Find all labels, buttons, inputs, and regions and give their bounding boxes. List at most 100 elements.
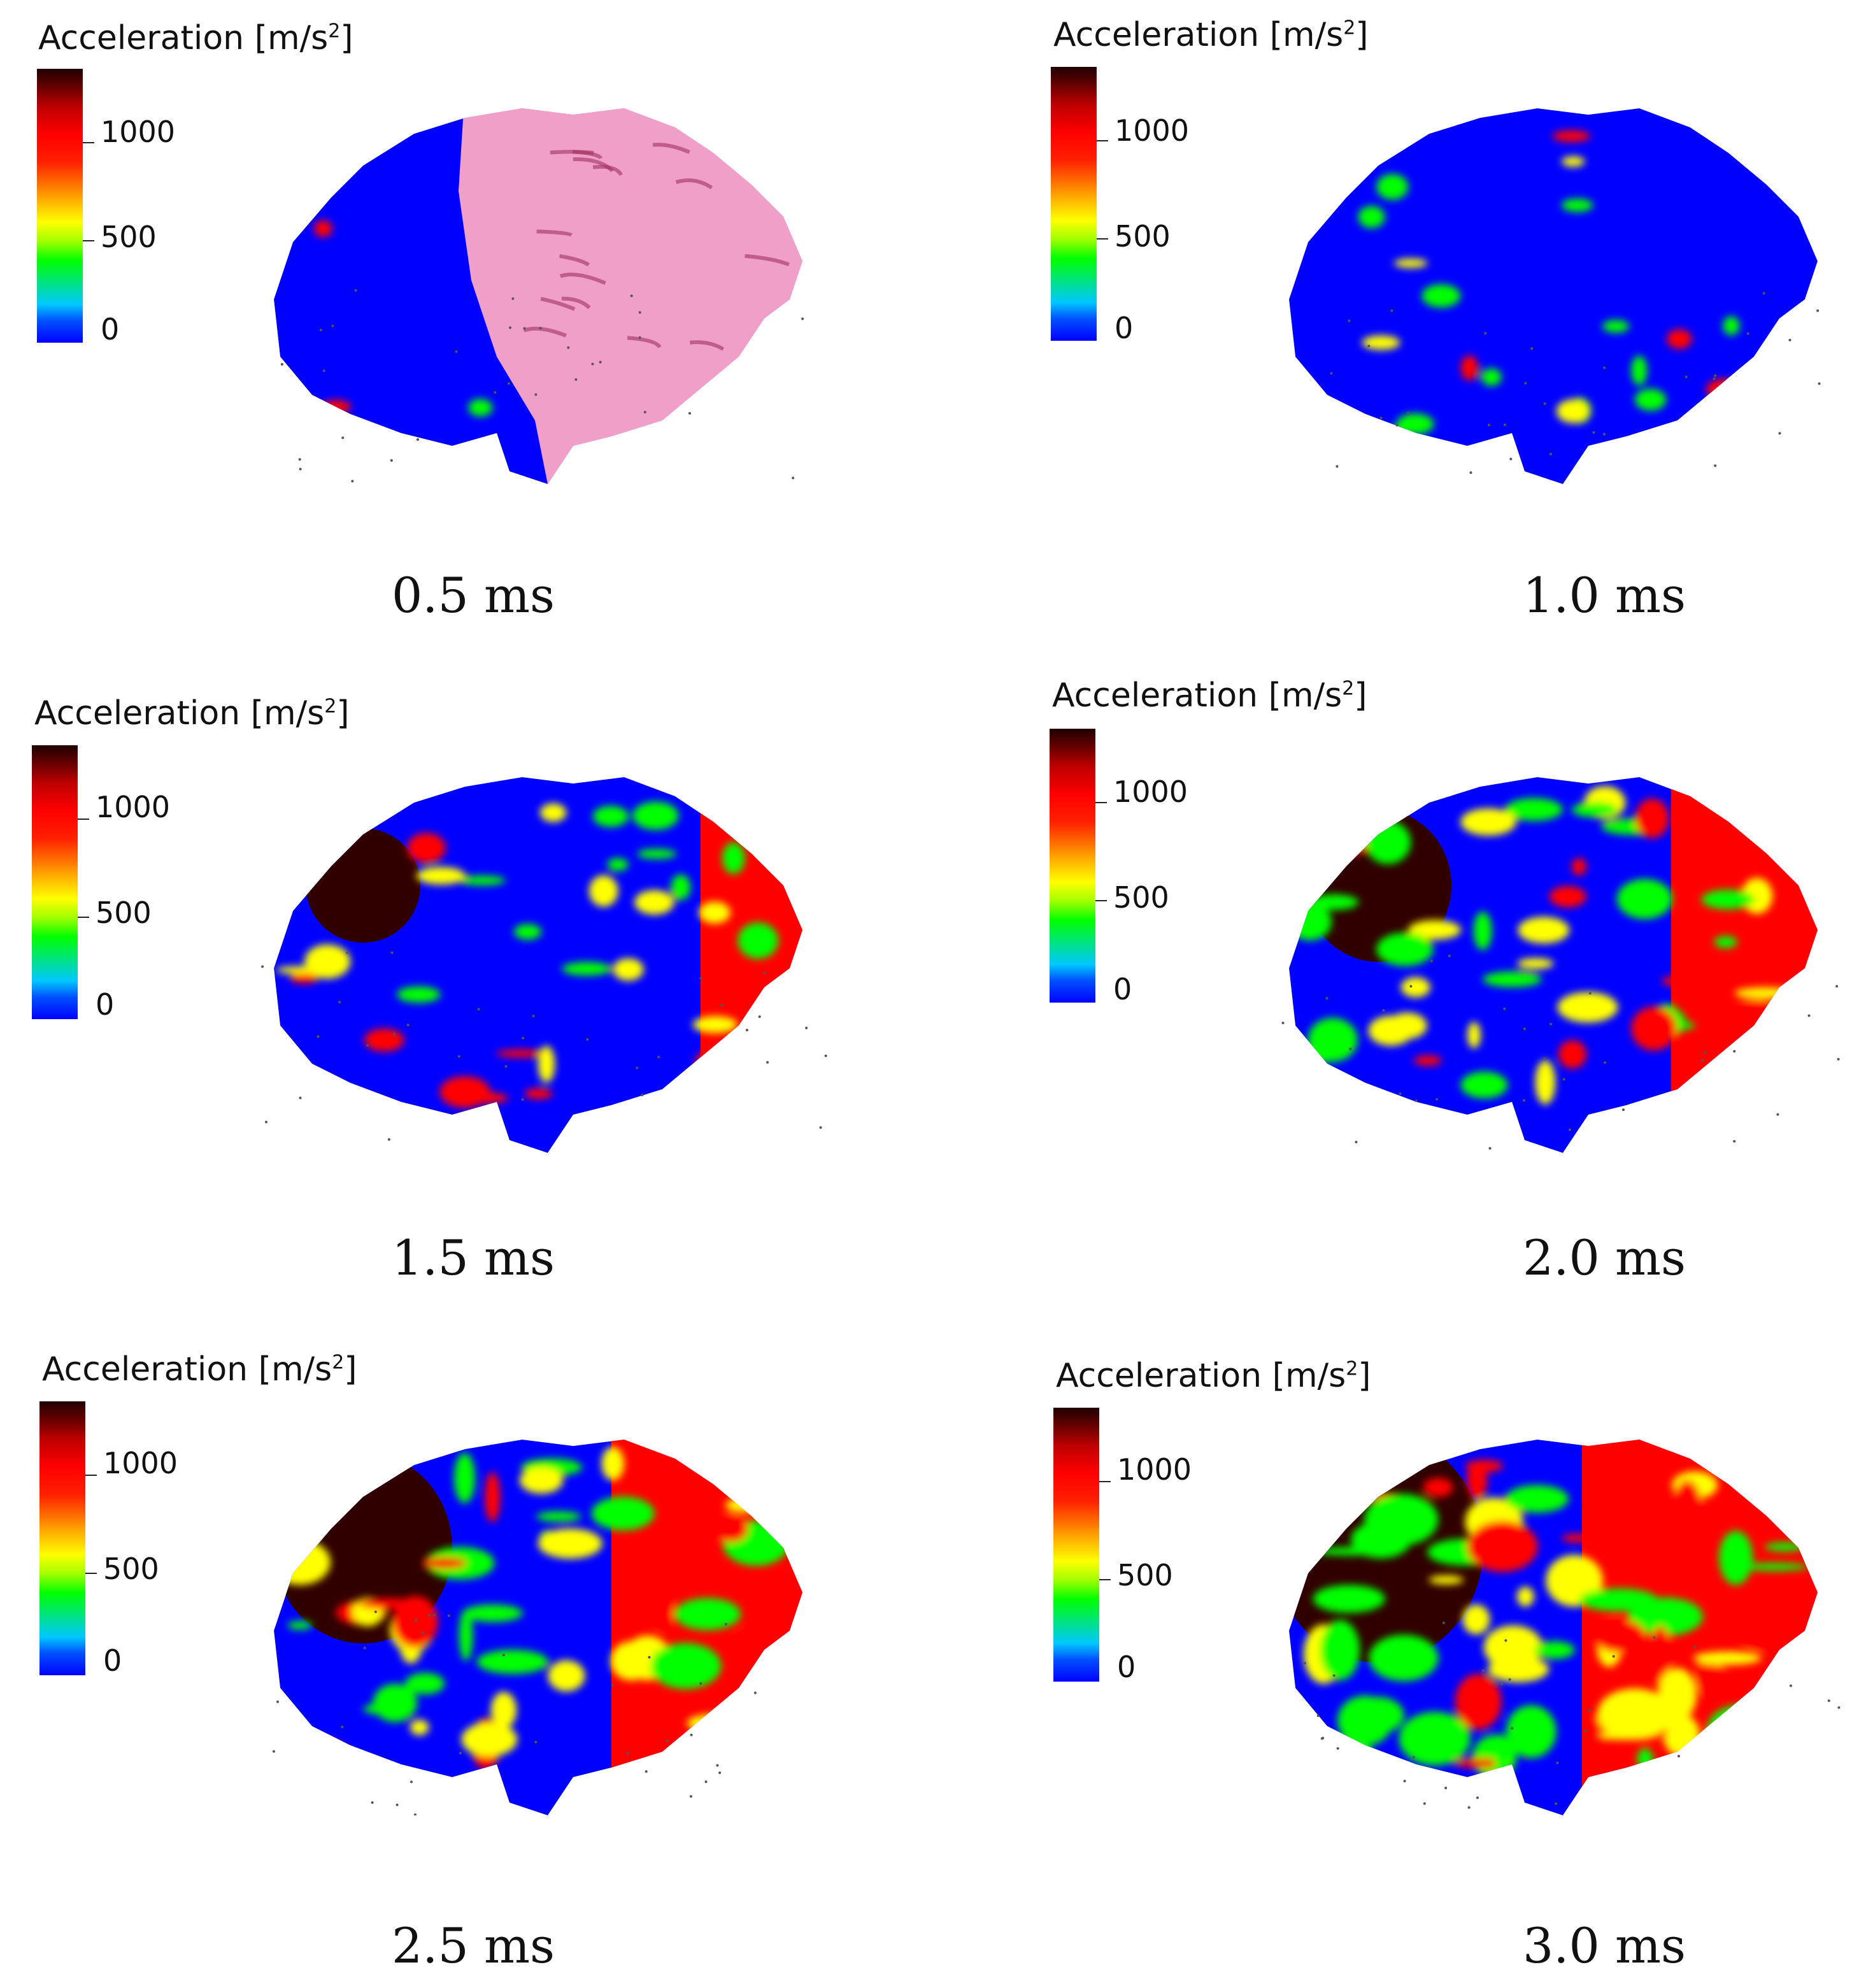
mesh-node-dot [688,411,692,415]
colorbar-tick-0: 0 [1117,1650,1136,1684]
mesh-node-dot [1714,464,1717,468]
hotspot [1462,1604,1490,1634]
hotspot [695,1050,732,1072]
mesh-node-dot [1467,1806,1471,1809]
mesh-node-dot [599,361,602,364]
hotspot [1714,936,1737,948]
hotspot [287,1620,312,1630]
hotspot [1593,1619,1646,1653]
mesh-node-dot [699,1682,702,1685]
hotspot [1423,1478,1453,1498]
hotspot [548,1660,585,1692]
hotspot [1413,1055,1442,1066]
mesh-node-dot [455,350,458,354]
mesh-node-dot [819,1126,822,1129]
hotspot [416,866,466,885]
colorbar-title: Acceleration [m/s2] [1056,1357,1371,1395]
colorbar-tick-0: 0 [103,1643,122,1678]
hotspot [733,1629,775,1664]
sulcus [627,336,662,348]
mesh-node-dot [1423,1802,1426,1805]
mesh-node-dot [539,327,542,330]
time-label: 0.5 ms [391,567,555,624]
hotspot [601,1447,624,1481]
brain-base [1289,108,1818,484]
hotspot [1723,316,1740,336]
brain-surface-map [1281,777,1840,1153]
hotspot [687,1713,743,1733]
hotspot [725,1498,766,1513]
colorbar-tick-1000: 1000 [103,1446,178,1480]
mesh-node-dot [586,1038,589,1041]
mesh-node-dot [636,1066,639,1069]
hotspot [1365,820,1411,864]
hotspot [737,922,779,959]
hotspot [462,1604,523,1622]
mesh-node-dot [1316,1714,1320,1717]
colorbar-tick-0: 0 [101,312,120,347]
hotspot [277,804,315,836]
colorbar [37,69,83,343]
colorbar [1053,1408,1099,1682]
hotspot [364,1028,404,1052]
hotspot [1764,1542,1805,1552]
mesh-node-dot [1789,1684,1792,1687]
hotspot [1493,1733,1509,1777]
hotspot [1658,1668,1697,1722]
mesh-node-dot [1555,1802,1558,1805]
hotspot [1719,1531,1753,1585]
mesh-node-dot [1523,1027,1526,1031]
hotspot [1706,378,1744,401]
hotspot [1741,1630,1792,1650]
mesh-node-dot [272,1750,275,1753]
hotspot [1473,912,1492,950]
mesh-node-dot [1349,1047,1352,1050]
colorbar-tick-500: 500 [1113,880,1169,915]
mesh-node-dot [1348,319,1351,322]
brain-surface-map [1289,108,1821,484]
hotspot [373,1684,418,1722]
hotspot [407,833,446,864]
hotspot [1634,389,1667,411]
mesh-node-dot [351,480,354,483]
mesh-node-dot [1776,1113,1779,1116]
mesh-node-dot [1733,1050,1736,1053]
sulcus [561,296,591,310]
mesh-node-dot [1504,423,1507,426]
mesh-node-dot [1442,1621,1445,1624]
hotspot [524,1088,553,1099]
mesh-node-dot [1603,366,1606,369]
hotspot [1732,1000,1782,1035]
hotspot [749,125,779,134]
hotspot [650,1643,722,1689]
mesh-node-dot [766,1061,769,1064]
hotspot [513,924,542,940]
mesh-node-dot [363,1647,366,1650]
time-label: 2.0 ms [1522,1229,1686,1286]
hotspot [714,1515,748,1543]
mesh-node-dot [511,297,515,300]
brain-surface-map [274,108,804,484]
hotspot [439,1076,490,1108]
mesh-node-dot [1677,1754,1680,1757]
mesh-node-dot [477,1008,480,1011]
mesh-node-dot [1543,402,1546,405]
mesh-node-dot [1693,1645,1697,1648]
hotspot [562,962,612,976]
hotspot [755,1468,788,1501]
mesh-node-dot [1484,332,1487,335]
mesh-node-dot [447,1614,450,1617]
hotspot [1505,797,1563,821]
mesh-node-dot [1788,338,1791,341]
hotspot [1362,335,1400,350]
hotspot [753,1694,773,1736]
mesh-node-dot [413,1813,417,1815]
mesh-node-dot [1733,1140,1736,1143]
time-label: 1.0 ms [1522,567,1686,624]
mesh-node-dot [1778,432,1781,435]
mesh-node-dot [1448,954,1451,957]
mesh-node-dot [1336,465,1339,468]
hotspot [1662,976,1683,986]
mesh-node-dot [532,1015,535,1018]
brain-surface-map [272,1440,802,1815]
